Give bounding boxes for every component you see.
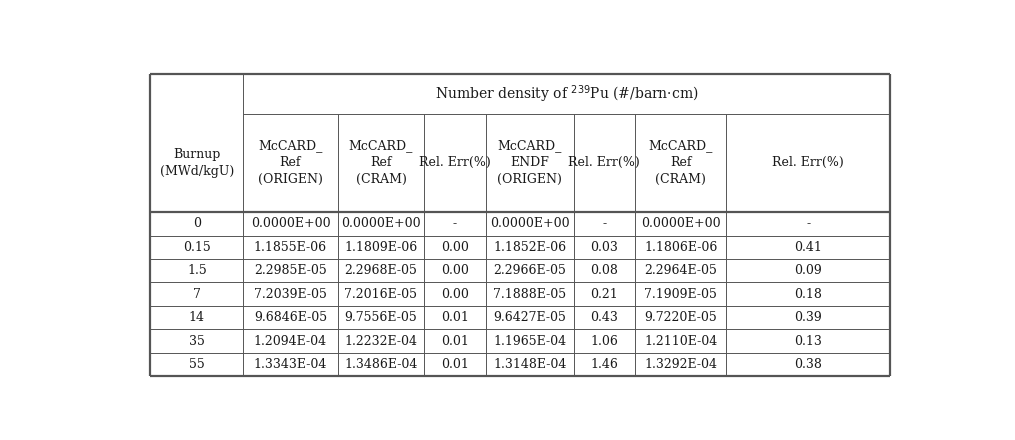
- Text: 1.3148E-04: 1.3148E-04: [493, 358, 566, 371]
- Text: 0.00: 0.00: [441, 241, 469, 254]
- Text: Rel. Err(%): Rel. Err(%): [772, 156, 843, 169]
- Text: 0.09: 0.09: [794, 264, 822, 277]
- Text: 2.2968E-05: 2.2968E-05: [344, 264, 417, 277]
- Text: 7.2016E-05: 7.2016E-05: [344, 288, 417, 301]
- Text: 2.2964E-05: 2.2964E-05: [645, 264, 717, 277]
- Text: Burnup
(MWd/kgU): Burnup (MWd/kgU): [159, 148, 234, 178]
- Text: 0.41: 0.41: [794, 241, 822, 254]
- Text: 0.0000E+00: 0.0000E+00: [490, 217, 569, 230]
- Text: -: -: [602, 217, 606, 230]
- Text: McCARD_
Ref
(CRAM): McCARD_ Ref (CRAM): [349, 139, 413, 187]
- Text: McCARD_
Ref
(ORIGEN): McCARD_ Ref (ORIGEN): [258, 139, 323, 187]
- Text: McCARD_
ENDF
(ORIGEN): McCARD_ ENDF (ORIGEN): [497, 139, 562, 187]
- Text: 0.0000E+00: 0.0000E+00: [640, 217, 721, 230]
- Text: 1.2232E-04: 1.2232E-04: [344, 335, 417, 348]
- Text: 1.3343E-04: 1.3343E-04: [254, 358, 327, 371]
- Text: 0.21: 0.21: [591, 288, 618, 301]
- Text: 0.38: 0.38: [794, 358, 822, 371]
- Text: 1.3292E-04: 1.3292E-04: [645, 358, 718, 371]
- Text: 14: 14: [189, 311, 205, 324]
- Text: 7.2039E-05: 7.2039E-05: [254, 288, 327, 301]
- Text: 0.00: 0.00: [441, 288, 469, 301]
- Text: 9.7220E-05: 9.7220E-05: [645, 311, 717, 324]
- Text: 0.39: 0.39: [794, 311, 822, 324]
- Text: 1.2094E-04: 1.2094E-04: [254, 335, 327, 348]
- Text: 0.0000E+00: 0.0000E+00: [251, 217, 330, 230]
- Text: 0.01: 0.01: [441, 358, 469, 371]
- Text: 9.6846E-05: 9.6846E-05: [254, 311, 327, 324]
- Text: 1.1965E-04: 1.1965E-04: [493, 335, 566, 348]
- Text: 35: 35: [189, 335, 205, 348]
- Text: 0.08: 0.08: [591, 264, 618, 277]
- Text: 0.15: 0.15: [183, 241, 211, 254]
- Text: 0.03: 0.03: [591, 241, 618, 254]
- Text: 2.2985E-05: 2.2985E-05: [254, 264, 327, 277]
- Text: Rel. Err(%): Rel. Err(%): [419, 156, 491, 169]
- Text: 7.1909E-05: 7.1909E-05: [645, 288, 717, 301]
- Text: 1.3486E-04: 1.3486E-04: [344, 358, 417, 371]
- Text: 0.01: 0.01: [441, 311, 469, 324]
- Text: 0: 0: [193, 217, 201, 230]
- Text: 0.18: 0.18: [794, 288, 822, 301]
- Text: 1.1855E-06: 1.1855E-06: [254, 241, 327, 254]
- Text: 1.5: 1.5: [187, 264, 207, 277]
- Text: 1.06: 1.06: [591, 335, 618, 348]
- Text: 0.00: 0.00: [441, 264, 469, 277]
- Text: 9.7556E-05: 9.7556E-05: [344, 311, 417, 324]
- Text: 1.46: 1.46: [591, 358, 618, 371]
- Text: 7: 7: [193, 288, 201, 301]
- Text: 0.0000E+00: 0.0000E+00: [341, 217, 421, 230]
- Text: 0.01: 0.01: [441, 335, 469, 348]
- Text: -: -: [806, 217, 810, 230]
- Text: Rel. Err(%): Rel. Err(%): [568, 156, 640, 169]
- Text: 1.1806E-06: 1.1806E-06: [644, 241, 718, 254]
- Text: 0.43: 0.43: [591, 311, 618, 324]
- Text: 7.1888E-05: 7.1888E-05: [493, 288, 566, 301]
- Text: 1.2110E-04: 1.2110E-04: [645, 335, 718, 348]
- Text: 1.1809E-06: 1.1809E-06: [344, 241, 417, 254]
- Text: 2.2966E-05: 2.2966E-05: [493, 264, 566, 277]
- Text: 1.1852E-06: 1.1852E-06: [493, 241, 566, 254]
- Text: -: -: [453, 217, 457, 230]
- Text: 9.6427E-05: 9.6427E-05: [493, 311, 566, 324]
- Text: 0.13: 0.13: [794, 335, 822, 348]
- Text: 55: 55: [189, 358, 205, 371]
- Text: Number density of $^{239}$Pu (#/barn·cm): Number density of $^{239}$Pu (#/barn·cm): [434, 83, 698, 105]
- Text: McCARD_
Ref
(CRAM): McCARD_ Ref (CRAM): [649, 139, 713, 187]
